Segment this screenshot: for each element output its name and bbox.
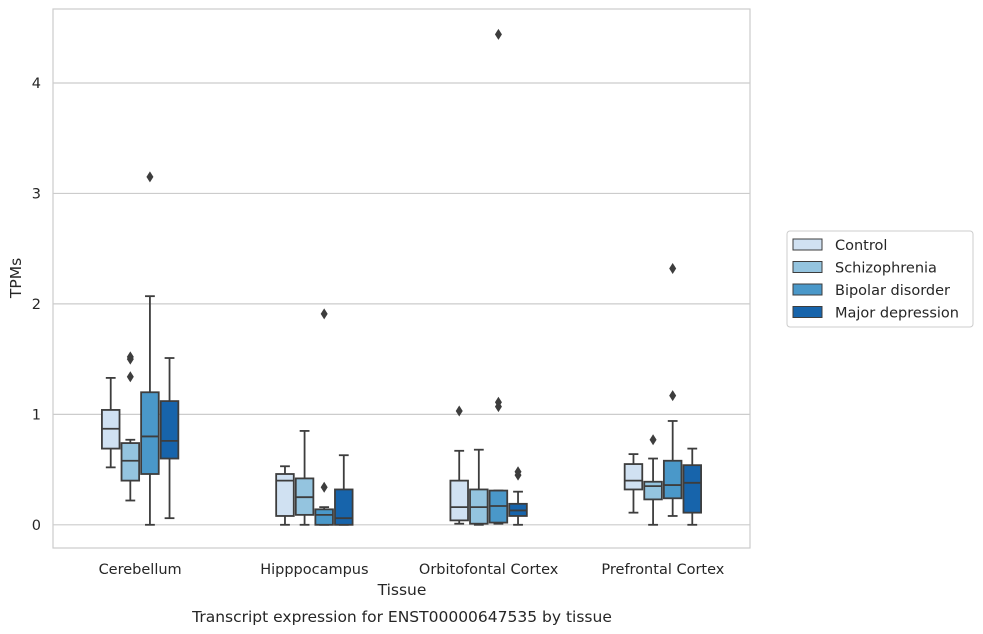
iqr-box — [623, 463, 644, 491]
x-tick-label: Orbitofontal Cortex — [419, 562, 559, 578]
iqr-box — [449, 479, 469, 522]
legend-swatch — [792, 306, 823, 318]
y-tick-label: 2 — [32, 297, 41, 313]
box-plot-box — [662, 263, 683, 517]
y-tick-label: 0 — [32, 518, 41, 534]
iqr-box — [314, 508, 334, 526]
legend-frame — [786, 230, 974, 328]
x-tick-labels: Cerebellum Hipppocampus Orbitofontal Corte… — [99, 562, 725, 578]
box-plot-box — [120, 351, 141, 502]
box-plot-box — [140, 171, 160, 526]
box-plot-box — [101, 377, 121, 469]
y-tick-label: 1 — [32, 407, 41, 423]
outlier-point — [669, 390, 677, 402]
y-tick-label: 4 — [32, 76, 41, 92]
outlier-point — [126, 351, 134, 363]
y-tick-labels: 0 1 2 3 4 — [32, 76, 41, 534]
legend-swatch — [792, 283, 823, 296]
iqr-box — [140, 391, 160, 475]
legend-entry: Schizophrenia — [835, 261, 937, 277]
box-plot-box — [488, 28, 509, 525]
iqr-box — [334, 488, 354, 526]
iqr-box — [275, 473, 295, 517]
legend-swatch — [792, 261, 823, 273]
box-plot-box — [508, 466, 528, 526]
box-plot-box — [334, 454, 354, 526]
series-group — [140, 28, 683, 526]
iqr-box — [643, 480, 663, 501]
legend-entry: Major depression — [835, 306, 959, 322]
outlier-point — [146, 171, 154, 183]
legend-entry: Control — [835, 238, 887, 254]
legend-entry: Bipolar disorder — [835, 283, 950, 299]
series-group — [159, 357, 702, 526]
box-plot-box — [643, 434, 663, 526]
outlier-point — [649, 434, 657, 446]
outlier-point — [455, 405, 463, 417]
box-plot-box — [275, 465, 295, 526]
chart-caption: Transcript expression for ENST0000064753… — [191, 608, 612, 626]
outlier-point — [494, 28, 502, 40]
outlier-point — [669, 263, 677, 275]
y-tick-label: 3 — [32, 186, 41, 202]
outlier-point — [320, 308, 328, 320]
box-plot-box — [314, 308, 334, 526]
series-group — [120, 351, 663, 526]
outlier-point — [514, 466, 522, 478]
y-axis-label: TPMs — [7, 258, 25, 299]
outlier-point — [320, 481, 328, 493]
box-plot-box — [294, 430, 315, 526]
box-groups — [101, 28, 702, 526]
legend-swatch — [792, 238, 823, 251]
box-plot-box — [623, 453, 644, 514]
outlier-point — [494, 396, 502, 408]
iqr-box — [159, 400, 180, 460]
x-tick-label: Prefrontal Cortex — [601, 562, 724, 578]
iqr-box — [662, 459, 683, 500]
legend: Control Schizophrenia Bipolar disorder Majo… — [786, 230, 974, 328]
x-axis-label: Tissue — [377, 581, 427, 599]
outlier-point — [126, 371, 134, 383]
box-plot-box — [449, 405, 469, 525]
plot-area-frame — [52, 8, 751, 549]
series-group — [101, 377, 644, 526]
box-plot-box — [469, 448, 489, 526]
x-tick-label: Cerebellum — [99, 562, 182, 578]
box-plot-box — [159, 357, 180, 520]
x-tick-label: Hipppocampus — [260, 562, 368, 578]
iqr-box — [682, 464, 702, 514]
box-plot-box — [682, 447, 702, 526]
iqr-box — [120, 442, 141, 482]
